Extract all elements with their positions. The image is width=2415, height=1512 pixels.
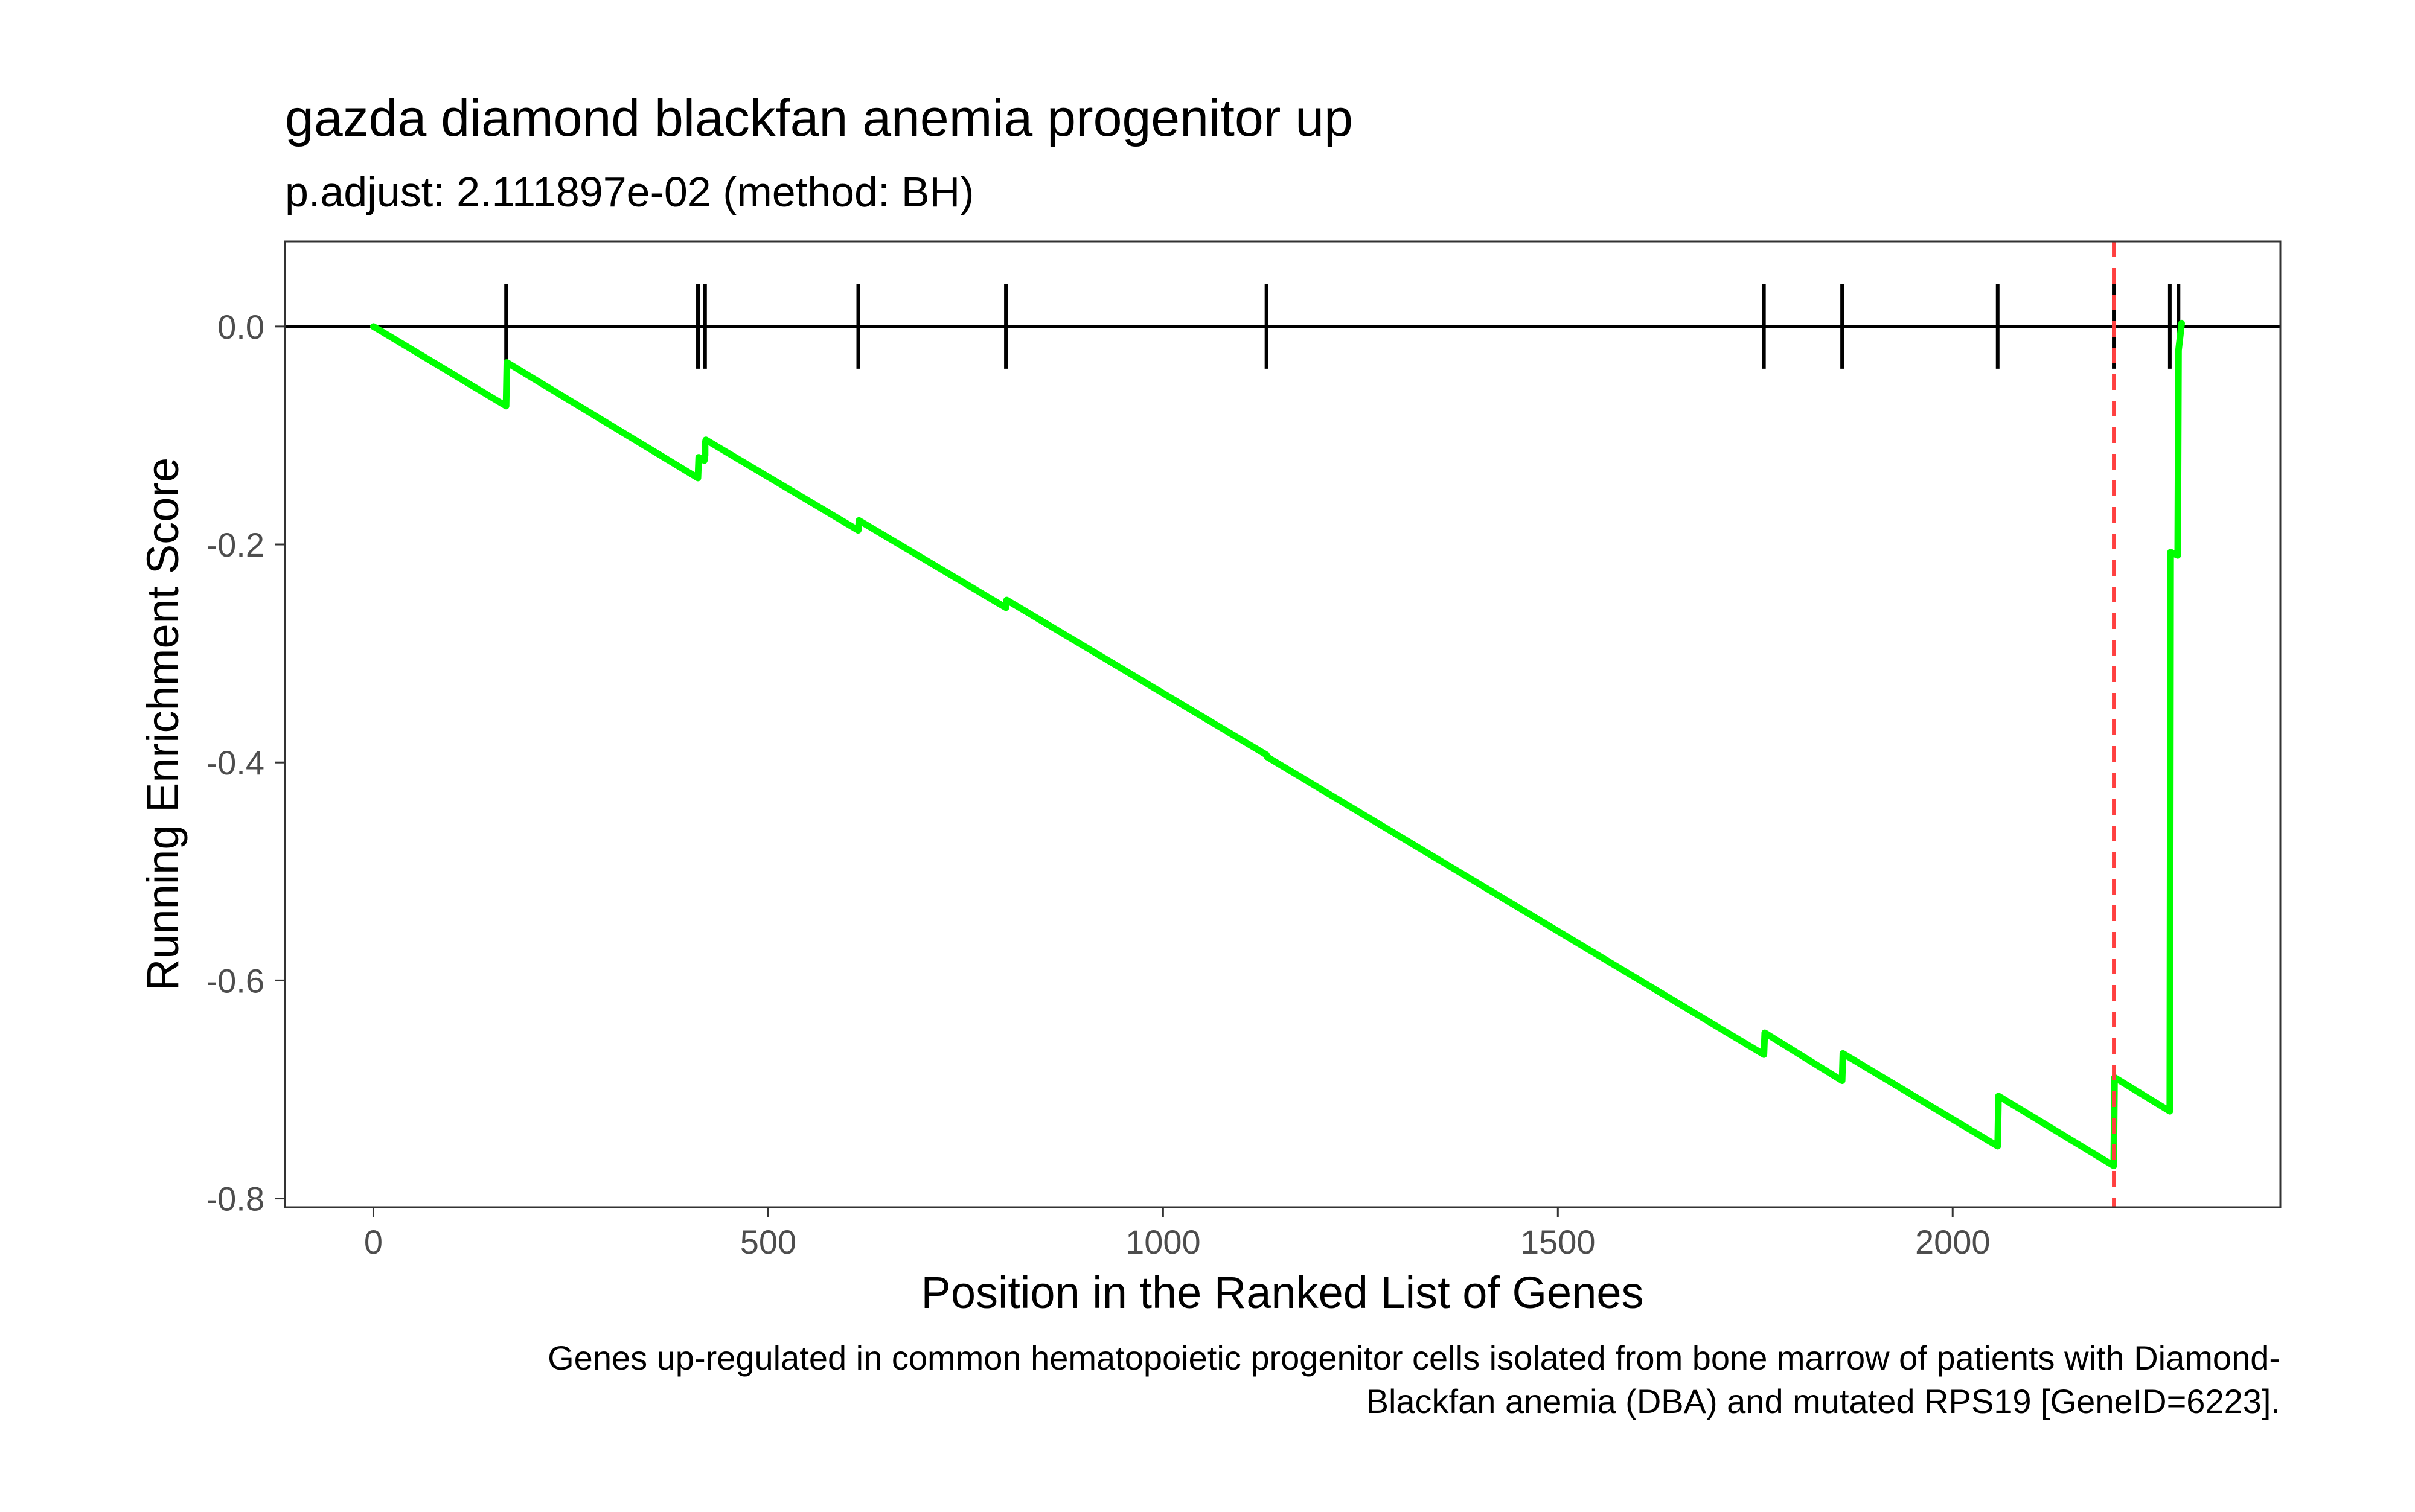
y-axis-title: Running Enrichment Score	[138, 458, 188, 991]
y-tick-label: -0.2	[206, 526, 265, 564]
y-tick-label: -0.4	[206, 744, 265, 782]
x-tick-label: 1500	[1520, 1223, 1596, 1261]
plot-panel	[285, 241, 2280, 1207]
caption-line-1: Genes up-regulated in common hematopoiet…	[548, 1339, 2280, 1377]
x-axis-title: Position in the Ranked List of Genes	[921, 1268, 1643, 1318]
caption-line-2: Blackfan anemia (DBA) and mutated RPS19 …	[1366, 1382, 2280, 1420]
x-tick-label: 2000	[1915, 1223, 1991, 1261]
axis-ticks: 0 500 1000 1500 2000 0.0 -0.2 -0.4 -0.6 -0.8	[206, 308, 1991, 1261]
series-layer	[370, 319, 2185, 1169]
plot-frame	[284, 240, 2282, 1208]
chart-title: gazda diamond blackfan anemia progenitor…	[285, 89, 1353, 147]
chart-subtitle: p.adjust: 2.111897e-02 (method: BH)	[285, 168, 974, 215]
y-tick-label: 0.0	[217, 308, 264, 346]
running-es-line	[370, 319, 2185, 1169]
y-tick-label: -0.6	[206, 962, 265, 1000]
x-tick-label: 0	[364, 1223, 383, 1261]
x-tick-label: 1000	[1125, 1223, 1201, 1261]
y-tick-label: -0.8	[206, 1180, 265, 1218]
x-tick-label: 500	[740, 1223, 796, 1261]
